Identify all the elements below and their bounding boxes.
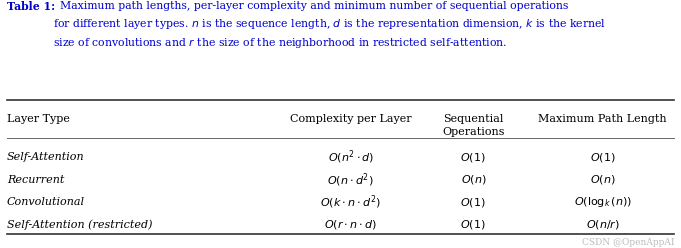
Text: $O(1)$: $O(1)$ xyxy=(460,218,486,231)
Text: $O(n^2 \cdot d)$: $O(n^2 \cdot d)$ xyxy=(328,149,374,166)
Text: Complexity per Layer: Complexity per Layer xyxy=(290,114,411,124)
Text: Self-Attention: Self-Attention xyxy=(7,153,84,162)
Text: $O(n)$: $O(n)$ xyxy=(460,173,486,186)
Text: $O(1)$: $O(1)$ xyxy=(460,196,486,209)
Text: $O(r \cdot n \cdot d)$: $O(r \cdot n \cdot d)$ xyxy=(324,218,377,231)
Text: Maximum Path Length: Maximum Path Length xyxy=(539,114,667,124)
Text: $O(n \cdot d^2)$: $O(n \cdot d^2)$ xyxy=(328,171,374,188)
Text: $O(\log_k(n))$: $O(\log_k(n))$ xyxy=(573,195,632,209)
Text: Sequential
Operations: Sequential Operations xyxy=(442,114,505,137)
Text: $O(n/r)$: $O(n/r)$ xyxy=(586,218,620,231)
Text: Maximum path lengths, per-layer complexity and minimum number of sequential oper: Maximum path lengths, per-layer complexi… xyxy=(53,1,606,50)
Text: $O(k \cdot n \cdot d^2)$: $O(k \cdot n \cdot d^2)$ xyxy=(320,193,381,211)
Text: Self-Attention (restricted): Self-Attention (restricted) xyxy=(7,219,153,230)
Text: Convolutional: Convolutional xyxy=(7,197,85,207)
Text: $O(n)$: $O(n)$ xyxy=(590,173,616,186)
Text: CSDN @OpenAppAI: CSDN @OpenAppAI xyxy=(582,238,674,247)
Text: Table 1:: Table 1: xyxy=(7,1,55,12)
Text: $O(1)$: $O(1)$ xyxy=(590,151,616,164)
Text: Layer Type: Layer Type xyxy=(7,114,69,124)
Text: Recurrent: Recurrent xyxy=(7,175,64,185)
Text: $O(1)$: $O(1)$ xyxy=(460,151,486,164)
